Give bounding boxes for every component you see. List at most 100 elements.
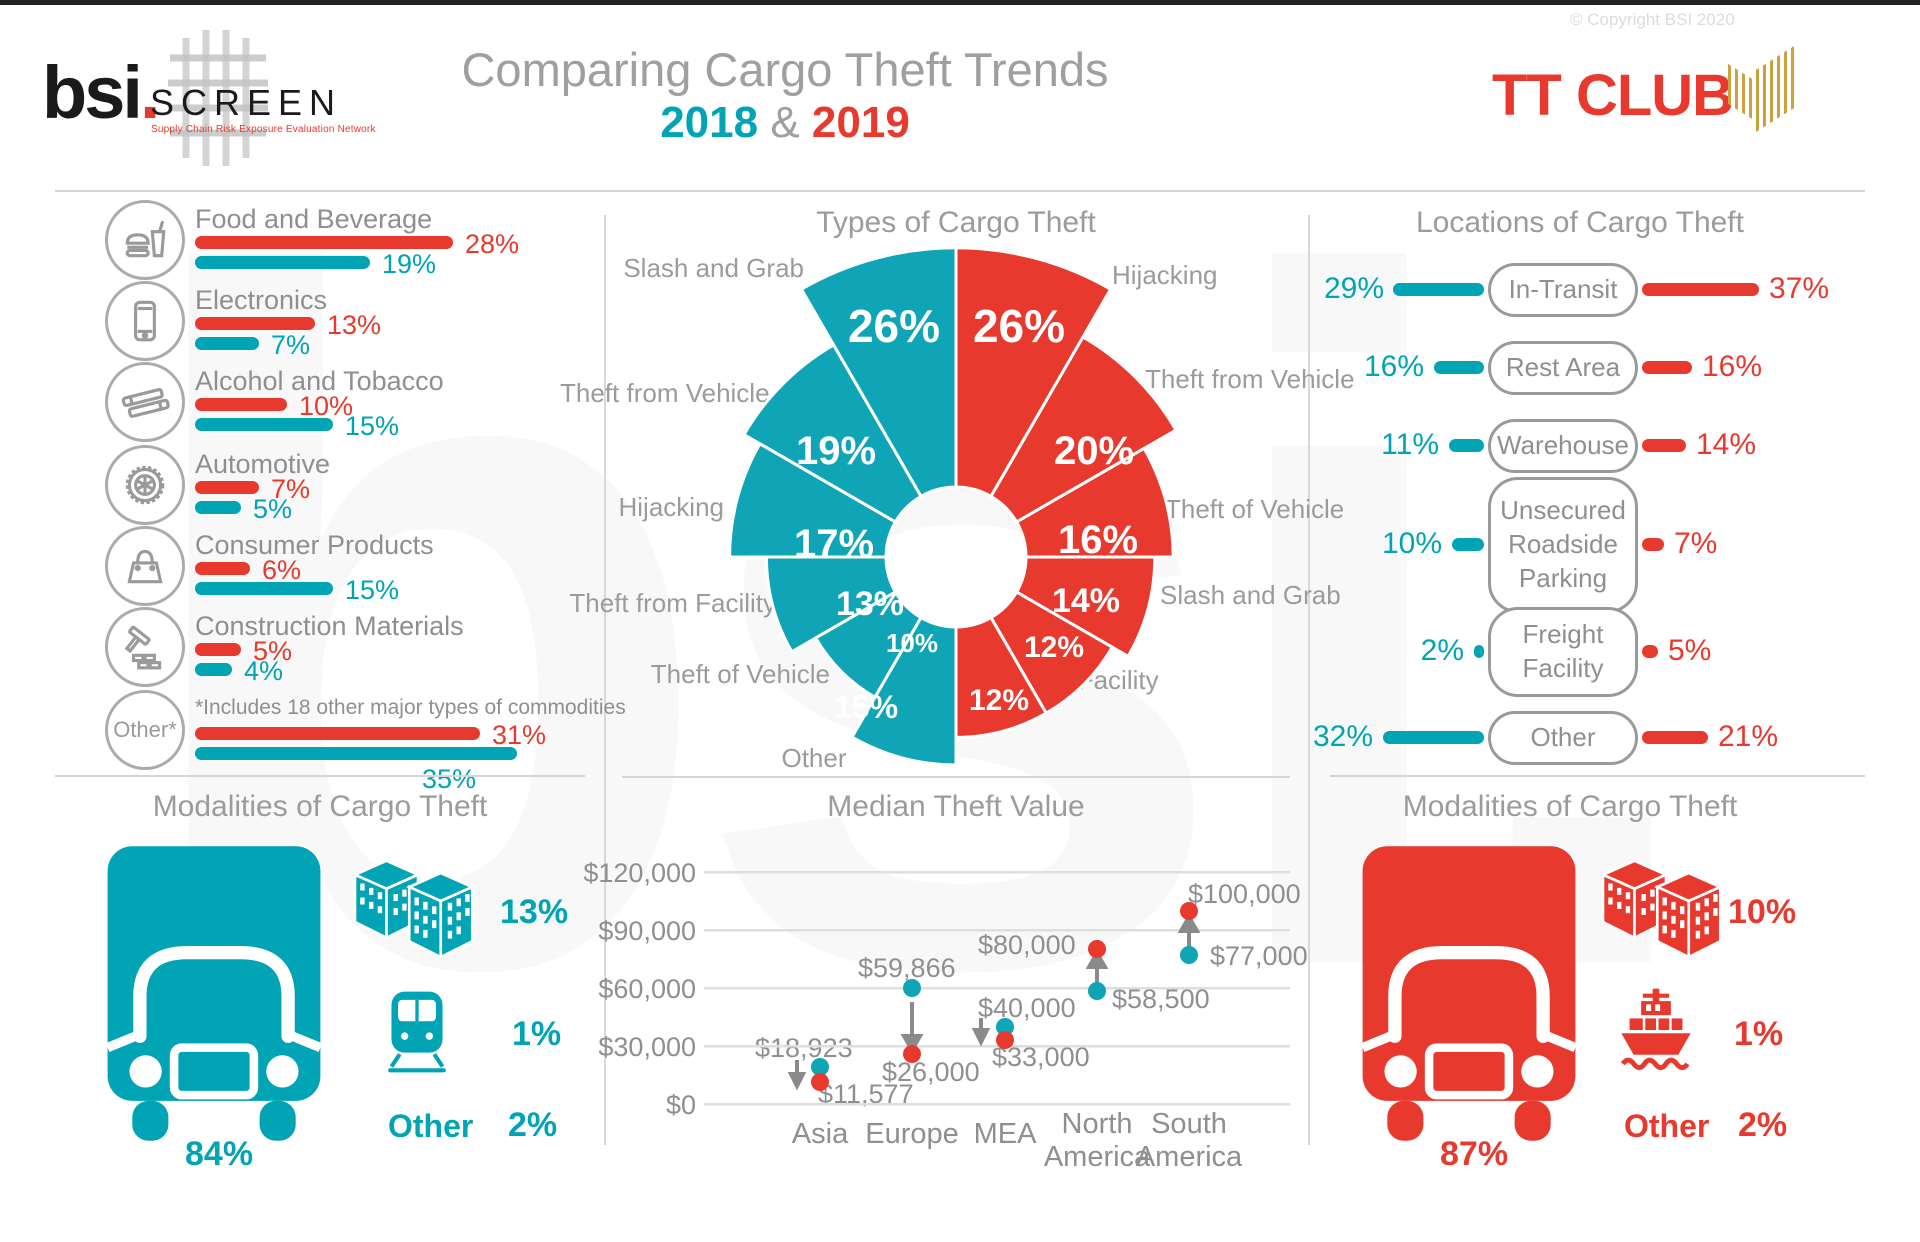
buildings-2019-value: 10% — [1728, 893, 1797, 931]
bar-2018 — [195, 663, 232, 676]
slice-value: 13% — [836, 585, 904, 623]
loc-value-2018: 10% — [1381, 527, 1442, 560]
slice-label-2019: Theft of Vehicle — [1165, 494, 1345, 524]
buildings-icon — [1599, 859, 1724, 960]
loc-bar-2019 — [1642, 361, 1692, 374]
loc-value-2018: 29% — [1323, 272, 1384, 305]
other-modality-2019-label: Other — [1624, 1108, 1710, 1144]
slice-value: 14% — [1052, 582, 1120, 620]
location-label: Freight Facility — [1522, 619, 1604, 683]
location-pill: In-Transit — [1488, 263, 1638, 317]
value-2019: $100,000 — [1188, 879, 1301, 909]
slice-value: 20% — [1054, 429, 1134, 473]
median-chart-title: Median Theft Value — [827, 790, 1085, 823]
slice-label-2018: Slash and Grab — [623, 253, 804, 283]
left-column-divider — [604, 215, 606, 1145]
loc-bar-2018 — [1452, 538, 1484, 551]
location-pill: Rest Area — [1488, 341, 1638, 395]
loc-value-2019: 37% — [1769, 272, 1830, 305]
bar-value-2018: 15% — [345, 575, 400, 605]
top-edge-strip — [0, 0, 1920, 5]
buildings-icon — [351, 859, 476, 960]
loc-value-2019: 16% — [1702, 350, 1763, 383]
commodity-label: Automotive — [195, 449, 331, 479]
bar-2019 — [195, 236, 453, 249]
slice-label-2018: Hijacking — [618, 492, 725, 522]
loc-value-2019: 5% — [1668, 634, 1712, 667]
value-2018: $59,866 — [858, 953, 956, 983]
bar-value-2019: 31% — [492, 720, 547, 750]
slice-value: 12% — [969, 684, 1029, 717]
bar-2018 — [195, 747, 517, 760]
bar-value-2019: 7% — [271, 474, 311, 504]
ampersand: & — [770, 98, 800, 147]
region-label: South America — [1135, 1108, 1243, 1173]
buildings-2018-value: 13% — [500, 893, 569, 931]
modalities-2019-title: Modalities of Cargo Theft — [1402, 790, 1738, 823]
commodity-label: Construction Materials — [195, 611, 464, 641]
bar-value-2018: 35% — [422, 764, 477, 794]
value-2019: $80,000 — [978, 930, 1076, 960]
slice-label-2018: Theft of Vehicle — [650, 659, 830, 689]
bar-2019 — [195, 727, 480, 740]
bsi-logo-dot: . — [139, 51, 160, 134]
bar-2018 — [195, 256, 370, 269]
slice-value: 16% — [1058, 518, 1138, 562]
modalities-2018-title: Modalities of Cargo Theft — [152, 790, 488, 823]
bar-value-2018: 5% — [253, 494, 293, 524]
slice-label-2018: Theft from Facility — [569, 588, 776, 618]
loc-bar-2019 — [1642, 731, 1708, 744]
value-2018: $18,923 — [755, 1033, 853, 1063]
loc-value-2018: 32% — [1312, 720, 1373, 753]
location-label: Unsecured Roadside Parking — [1500, 495, 1626, 593]
bar-2018 — [195, 337, 259, 350]
slice-value: 10% — [886, 628, 938, 658]
slice-label-2019: Hijacking — [1112, 260, 1218, 290]
other-commodities-label: Other* — [113, 717, 177, 742]
slice-value: 15% — [834, 689, 898, 725]
slice-value: 26% — [848, 300, 940, 352]
bar-2018 — [195, 418, 333, 431]
value-2019: $26,000 — [882, 1057, 980, 1087]
truck-2018-value: 84% — [185, 1135, 254, 1173]
slice-label-2018: Theft from Vehicle — [560, 378, 770, 408]
other-2018-value: 2% — [508, 1106, 558, 1144]
bar-2019 — [195, 643, 241, 656]
loc-bar-2018 — [1434, 361, 1484, 374]
truck-icon — [1360, 846, 1578, 1141]
bar-2019 — [195, 481, 259, 494]
construction-materials-icon — [105, 607, 185, 687]
screen-tagline: Supply Chain Risk Exposure Evaluation Ne… — [151, 124, 376, 135]
other-2019-value: 2% — [1738, 1106, 1788, 1144]
y-tick: $90,000 — [598, 916, 696, 946]
bar-value-2018: 7% — [271, 330, 311, 360]
other-commodities-note: *Includes 18 other major types of commod… — [195, 696, 626, 719]
screen-logo-text: SCREEN — [150, 82, 343, 123]
bar-value-2019: 10% — [299, 391, 354, 421]
bsi-logo: bsi. — [42, 50, 160, 135]
loc-value-2018: 2% — [1420, 634, 1464, 667]
y-tick: $120,000 — [583, 858, 696, 888]
bar-value-2019: 28% — [465, 229, 520, 259]
slice-value: 26% — [973, 300, 1065, 352]
location-label: Other — [1530, 722, 1596, 753]
loc-bar-2019 — [1642, 283, 1759, 296]
types-rose-chart: 26% 19% 17% 13% 10% 15% 26% 20% 16% 14% … — [728, 246, 1179, 767]
value-2018: $40,000 — [978, 993, 1076, 1023]
commodity-label: Food and Beverage — [195, 204, 433, 234]
loc-value-2018: 16% — [1363, 350, 1424, 383]
loc-bar-2018 — [1383, 731, 1484, 744]
slice-label-2019: Theft from Vehicle — [1145, 364, 1355, 394]
bar-2019 — [195, 562, 250, 575]
page-subtitle: 2018 & 2019 — [385, 98, 1185, 148]
right-section-divider — [1330, 775, 1865, 777]
location-pill: Freight Facility — [1488, 607, 1638, 697]
locations-title: Locations of Cargo Theft — [1416, 206, 1744, 239]
y-tick: $30,000 — [598, 1032, 696, 1062]
location-label: Warehouse — [1497, 430, 1629, 461]
commodity-label: Alcohol and Tobacco — [195, 366, 444, 396]
loc-value-2019: 14% — [1696, 428, 1757, 461]
rail-2018-value: 1% — [512, 1015, 562, 1053]
slice-value: 19% — [796, 429, 876, 473]
train-icon — [388, 991, 446, 1073]
